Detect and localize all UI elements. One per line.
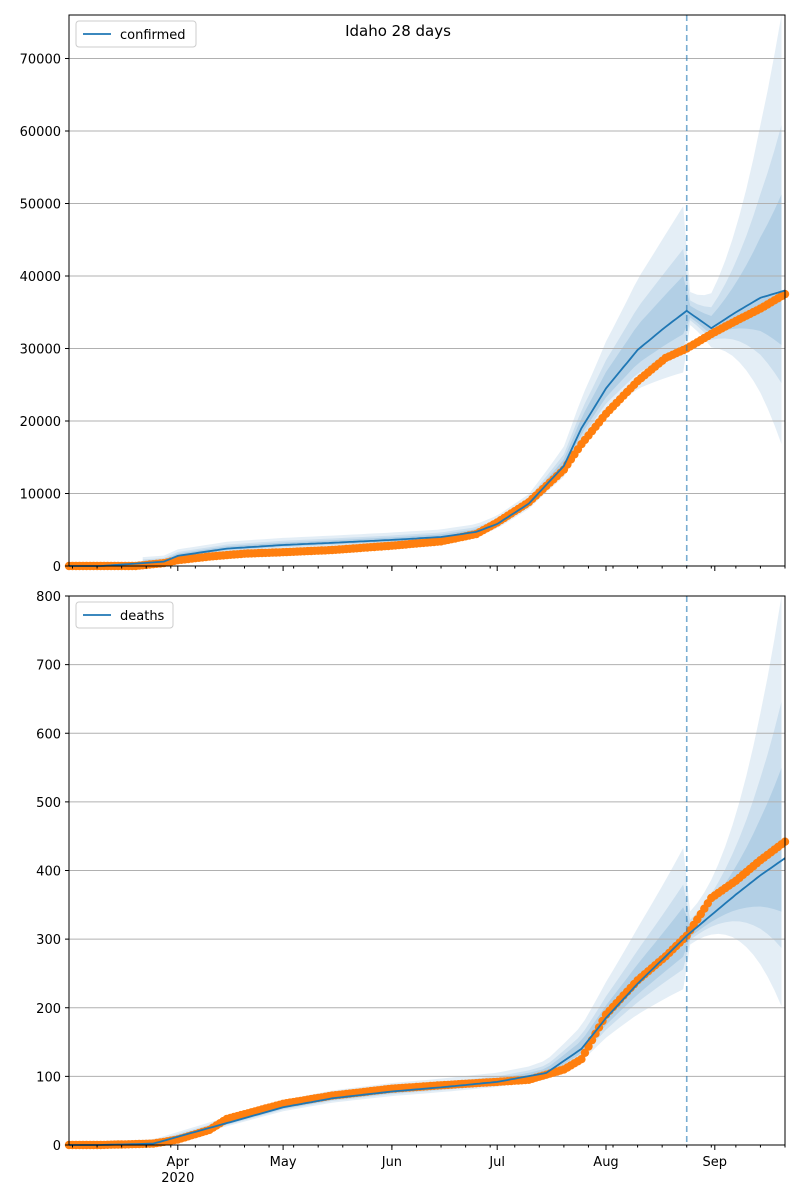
x-tick-label: May [270,1155,297,1170]
confirmed-panel: 0 10000 20000 30000 40000 50000 60000 70000 con… [20,14,790,575]
uncertainty-band [142,125,782,566]
y-tick-label: 700 [36,659,61,674]
y-tick-label: 50000 [20,198,61,213]
chart-title: Idaho 28 days [345,22,451,40]
observed-point [591,1029,600,1038]
y-tick-label: 60000 [20,125,61,140]
deaths-legend: deaths [75,601,174,629]
y-tick-label: 100 [36,1070,61,1085]
legend-label: confirmed [120,28,186,43]
legend-label: deaths [120,609,165,624]
axes-frame [68,14,786,567]
y-tick-label: 200 [36,1002,61,1017]
legend-box [75,601,174,629]
confirmed-legend: confirmed [75,20,197,48]
uncertainty-band [142,15,782,566]
y-tick-label: 10000 [20,488,61,503]
deaths-axes: 0 100 200 300 400 500 600 700 800 Apr May Jun Jul Aug… [36,590,786,1186]
observed-point [584,1042,593,1051]
model-line [69,289,786,567]
y-tick-label: 500 [36,796,61,811]
x-year-label: 2020 [161,1171,194,1186]
x-tick-label: Sep [703,1155,728,1170]
observed-point [577,1055,586,1064]
y-tick-label: 400 [36,865,61,880]
y-tick-label: 70000 [20,53,61,68]
y-tick-label: 0 [53,560,61,575]
y-tick-label: 300 [36,933,61,948]
deaths-panel: 0 100 200 300 400 500 600 700 800 Apr May Jun Jul Aug… [36,590,790,1186]
x-tick-label: Jul [488,1155,505,1170]
confirmed-uncertainty-bands [142,15,782,566]
y-tick-label: 0 [53,1139,61,1154]
y-tick-label: 30000 [20,343,61,358]
x-tick-label: Apr [167,1155,190,1170]
observed-point [580,1048,590,1058]
deaths-series [64,837,790,1150]
deaths-gridlines [69,595,785,1077]
x-tick-label: Aug [593,1155,618,1170]
uncertainty-band [142,767,782,1145]
legend-box [75,20,197,48]
y-tick-label: 600 [36,727,61,742]
confirmed-gridlines [69,58,785,494]
y-tick-label: 800 [36,590,61,605]
y-tick-label: 40000 [20,270,61,285]
model-line [69,857,786,1146]
y-tick-label: 20000 [20,415,61,430]
confirmed-axes: 0 10000 20000 30000 40000 50000 60000 70000 [20,14,786,575]
x-tick-label: Jun [381,1155,402,1170]
